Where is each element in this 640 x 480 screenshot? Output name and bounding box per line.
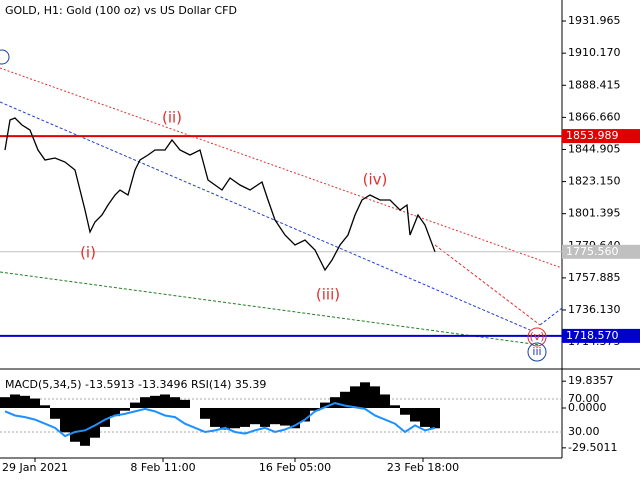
y-tick-label: 1866.660 [568, 110, 621, 123]
wave-marker [527, 327, 547, 347]
y-tick-label: 1844.905 [568, 142, 621, 155]
trend-line [0, 67, 563, 269]
histogram-bar [430, 407, 440, 429]
histogram-bar [110, 407, 120, 417]
x-tick-label: 29 Jan 2021 [2, 461, 68, 474]
histogram-bar [400, 407, 410, 415]
histogram-bar [0, 397, 10, 408]
trend-line [0, 101, 531, 331]
histogram-bar [160, 394, 170, 408]
wave-label: iii [532, 345, 541, 358]
histogram-bar [10, 394, 20, 408]
level-label-box [562, 129, 640, 144]
histogram-bar [380, 394, 390, 408]
chart-title: GOLD, H1: Gold (100 oz) vs US Dollar CFD [5, 4, 237, 17]
trend-line [0, 271, 541, 346]
y2-tick-label: 70.00 [568, 392, 600, 405]
price-line [4, 117, 436, 272]
histogram-bar [170, 397, 180, 408]
histogram-bar [100, 407, 110, 427]
histogram-bar [120, 407, 130, 411]
level-label-box [562, 328, 640, 343]
histogram-bar [60, 407, 70, 433]
level-label: 1718.570 [566, 329, 619, 342]
histogram-bar [340, 391, 350, 408]
wave-label: (iii) [316, 286, 340, 304]
wave-marker [0, 49, 10, 65]
histogram-bar [30, 398, 40, 408]
histogram-bar [360, 382, 370, 408]
rsi-line [4, 402, 436, 438]
histogram-bar [140, 397, 150, 408]
histogram-bar [280, 407, 290, 426]
y-tick-label: 1823.150 [568, 175, 621, 188]
wave-label: (v) [529, 330, 544, 343]
histogram-bar [150, 395, 160, 408]
y-tick-label: 1931.965 [568, 14, 621, 27]
histogram-bar [420, 407, 430, 427]
histogram-bar [220, 407, 230, 430]
histogram-bar [320, 402, 330, 408]
y-tick-label: 0.0000 [568, 401, 607, 414]
histogram-bar [50, 407, 60, 419]
histogram-bar [90, 407, 100, 438]
level-label: 1775.560 [566, 245, 619, 258]
histogram-bar [370, 386, 380, 408]
histogram-bar [200, 407, 210, 419]
histogram-bar [230, 407, 240, 429]
histogram-bar [350, 386, 360, 408]
wave-label: (ii) [162, 109, 182, 127]
y-tick-label: -29.5011 [568, 441, 617, 454]
histogram-bar [40, 405, 50, 408]
level-label-box [562, 244, 640, 259]
histogram-bar [270, 407, 280, 425]
y2-tick-label: 30.00 [568, 425, 600, 438]
histogram-bar [390, 405, 400, 408]
histogram-bar [250, 407, 260, 425]
histogram-bar [180, 399, 190, 408]
wave-marker [527, 342, 547, 362]
histogram-bar [310, 407, 320, 411]
histogram-bar [70, 407, 80, 442]
y-tick-label: 1801.395 [568, 207, 621, 220]
x-tick-label: 16 Feb 05:00 [259, 461, 331, 474]
histogram-bar [210, 407, 220, 427]
histogram-bar [410, 407, 420, 422]
level-label: 1853.989 [566, 129, 619, 142]
x-tick-label: 8 Feb 11:00 [130, 461, 195, 474]
y-tick-label: 19.8357 [568, 374, 614, 387]
histogram-bar [20, 395, 30, 408]
trend-line [434, 244, 541, 326]
histogram-bar [290, 407, 300, 429]
histogram-bar [300, 407, 310, 422]
histogram-bar [130, 402, 140, 408]
histogram-bar [80, 407, 90, 446]
y-tick-label: 1736.130 [568, 303, 621, 316]
histogram-bar [240, 407, 250, 427]
x-tick-label: 23 Feb 18:00 [387, 461, 459, 474]
y-tick-label: 1888.415 [568, 78, 621, 91]
wave-label: (i) [80, 244, 96, 262]
indicator-title: MACD(5,34,5) -13.5913 -13.3496 RSI(14) 3… [5, 378, 266, 391]
histogram-bar [260, 407, 270, 427]
y-tick-label: 1757.885 [568, 271, 621, 284]
wave-label: (iv) [363, 171, 388, 189]
y-tick-label: 1910.170 [568, 46, 621, 59]
